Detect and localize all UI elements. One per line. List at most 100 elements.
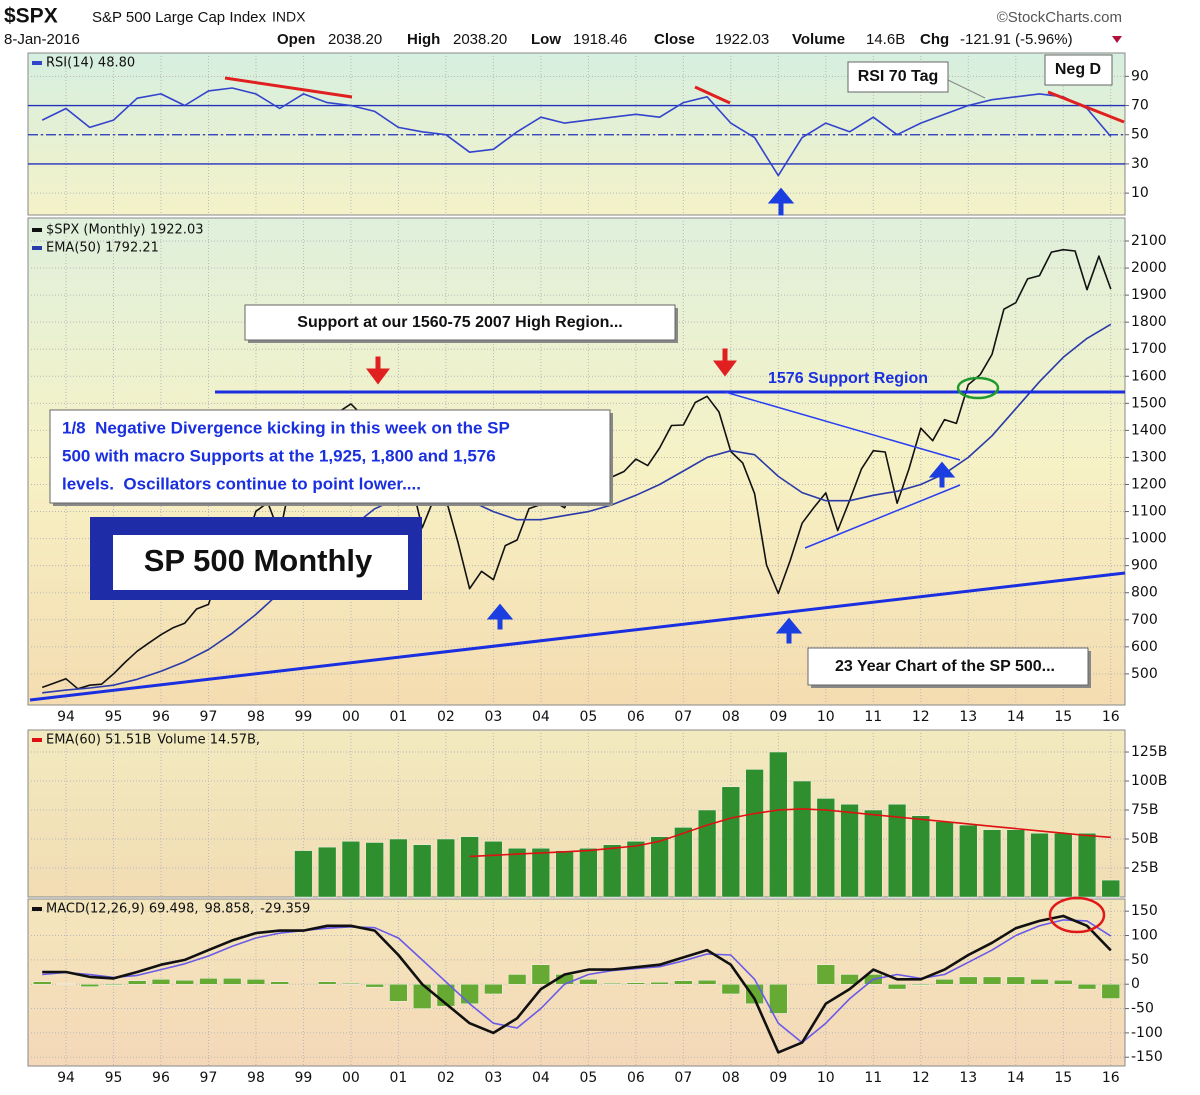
bar <box>175 980 194 985</box>
x-tick-label: 15 <box>1054 709 1072 725</box>
x-tick-label: 95 <box>105 1070 123 1086</box>
chart-label: SP 500 Monthly <box>144 543 373 578</box>
x-tick-label: 02 <box>437 1070 455 1086</box>
x-tick-label: 13 <box>959 1070 977 1086</box>
y-tick-label: 1300 <box>1131 449 1167 465</box>
bar <box>341 841 361 898</box>
annotation-line: 500 with macro Supports at the 1,925, 1,… <box>62 446 496 465</box>
bar <box>674 827 693 898</box>
down-arrow <box>713 348 737 377</box>
bar <box>1101 879 1120 898</box>
series-line <box>42 323 1112 694</box>
x-tick-label: 14 <box>1007 709 1025 725</box>
annotation-line: levels. Oscillators continue to point lo… <box>62 474 421 493</box>
bar <box>626 841 645 898</box>
trend-line <box>724 391 961 461</box>
bar <box>959 976 978 985</box>
y-tick-label: 150 <box>1131 903 1158 919</box>
low-value: 1918.46 <box>573 31 627 48</box>
legend-label: Volume 14.57B, <box>157 733 260 748</box>
x-tick-label: 07 <box>674 1070 692 1086</box>
y-tick-label: 100 <box>1131 928 1158 944</box>
y-tick-label: 2100 <box>1131 233 1167 249</box>
exchange: INDX <box>272 9 306 25</box>
annotation-box <box>847 61 949 93</box>
bar <box>911 815 930 898</box>
bar <box>531 964 550 985</box>
annotation: 23 Year Chart of the SP 500... <box>835 658 1055 675</box>
symbol: $SPX <box>4 5 58 28</box>
bar <box>603 844 622 898</box>
legend-swatch <box>32 907 42 911</box>
bar <box>460 836 479 898</box>
low-label: Low <box>531 31 561 48</box>
source: ©StockCharts.com <box>997 9 1122 26</box>
header: $SPX S&P 500 Large Cap Index INDX ©Stock… <box>4 5 1122 48</box>
x-tick-label: 09 <box>769 1070 787 1086</box>
x-tick-label: 08 <box>722 709 740 725</box>
bar <box>555 850 574 898</box>
bar <box>508 974 527 985</box>
chg-value: -121.91 (-5.96%) <box>960 31 1073 48</box>
bar <box>769 984 788 1014</box>
legend-label: EMA(50) 1792.21 <box>46 241 159 256</box>
highlight-ellipse <box>1048 896 1106 934</box>
x-tick-label: 05 <box>579 709 597 725</box>
volume-value: 14.6B <box>866 31 905 48</box>
bar <box>603 983 622 985</box>
series-line <box>42 919 1112 1044</box>
divergence-line <box>1047 90 1125 124</box>
bar <box>721 786 740 898</box>
bar <box>982 829 1002 898</box>
y-tick-label: -50 <box>1131 1001 1154 1017</box>
bar <box>151 979 171 985</box>
x-tick-label: 04 <box>532 1070 550 1086</box>
y-tick-label: 30 <box>1131 156 1149 172</box>
legend-swatch <box>32 61 42 65</box>
bar <box>294 850 313 898</box>
close-value: 1922.03 <box>715 31 769 48</box>
bar <box>650 982 669 985</box>
chg-label: Chg <box>920 31 949 48</box>
bar <box>484 841 503 898</box>
x-tick-label: 15 <box>1054 1070 1072 1086</box>
bar <box>935 979 954 985</box>
bar <box>33 981 52 985</box>
y-tick-label: 50 <box>1131 127 1149 143</box>
bar <box>128 980 147 985</box>
y-tick-label: 0 <box>1131 976 1140 992</box>
x-tick-label: 06 <box>627 1070 645 1086</box>
y-tick-label: 1600 <box>1131 368 1167 384</box>
legend-swatch <box>32 738 42 742</box>
x-tick-label: 12 <box>912 709 930 725</box>
annotation: Support at our 1560-75 2007 High Region.… <box>297 314 622 331</box>
x-tick-label: 03 <box>484 1070 502 1086</box>
x-tick-label: 13 <box>959 709 977 725</box>
y-tick-label: 75B <box>1131 802 1158 818</box>
label-box <box>113 535 408 590</box>
y-tick-label: 90 <box>1131 68 1149 84</box>
up-arrow <box>928 461 956 488</box>
y-tick-label: 70 <box>1131 98 1149 114</box>
up-arrow <box>775 617 803 644</box>
bar <box>935 821 954 898</box>
x-tick-label: 14 <box>1007 1070 1025 1086</box>
bar <box>959 824 978 898</box>
y-tick-label: 1200 <box>1131 476 1167 492</box>
x-tick-label: 01 <box>390 709 408 725</box>
bar <box>579 848 598 898</box>
annotation-box <box>1044 54 1113 86</box>
y-tick-label: 1500 <box>1131 395 1167 411</box>
bar <box>887 804 907 898</box>
bar <box>911 984 930 986</box>
y-tick-label: 1800 <box>1131 314 1167 330</box>
bar <box>270 981 289 985</box>
bar <box>1030 979 1049 985</box>
x-tick-label: 04 <box>532 709 550 725</box>
annotation: Neg D <box>1055 61 1101 78</box>
bar <box>697 809 717 898</box>
y-tick-label: 10 <box>1131 185 1149 201</box>
x-tick-label: 00 <box>342 1070 360 1086</box>
bar <box>508 848 527 898</box>
